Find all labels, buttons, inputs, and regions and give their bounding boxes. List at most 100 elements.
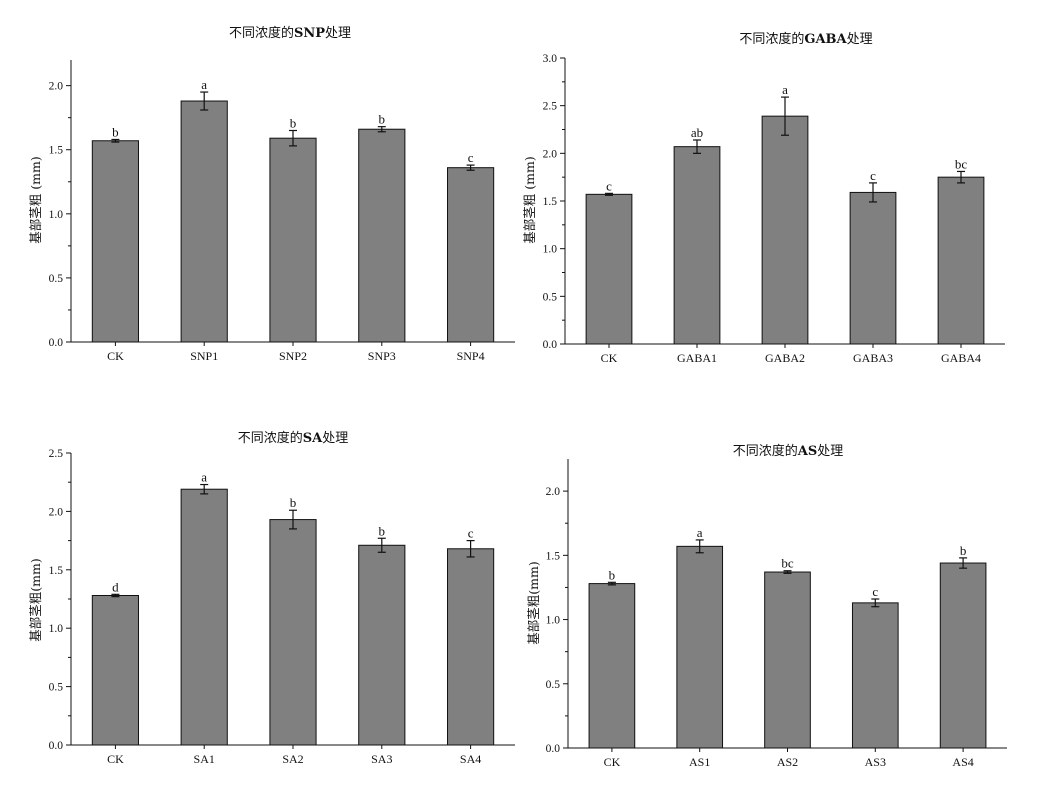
y-tick-label: 1.5	[49, 565, 64, 577]
significance-letter: b	[379, 112, 386, 127]
y-tick-label: 0.0	[49, 337, 64, 349]
x-tick-label: SNP3	[368, 349, 396, 363]
bar-GABA4	[937, 176, 985, 345]
significance-letter: c	[468, 150, 474, 165]
bar-AS2	[764, 571, 811, 749]
x-tick-label: SA1	[194, 752, 215, 766]
chart-title-part: 处理	[847, 32, 873, 47]
significance-letter: a	[201, 470, 207, 485]
chart-title: 不同浓度的SA处理	[238, 430, 349, 446]
y-axis-label: 基部茎粗(mm)	[28, 558, 43, 641]
x-tick-label: SA2	[282, 752, 303, 766]
bar-SA2	[269, 519, 317, 746]
chart-title-part: 不同浓度的	[739, 31, 804, 47]
significance-letter: bc	[955, 156, 968, 171]
y-tick-label: 2.0	[49, 81, 64, 93]
y-tick-label: 1.0	[546, 615, 561, 627]
y-tick-label: 0.5	[543, 291, 558, 303]
chart-title-part: 处理	[817, 444, 843, 459]
y-tick-label: 0.5	[49, 273, 64, 285]
significance-letter: b	[379, 523, 386, 538]
chart-title-part: 不同浓度的	[733, 443, 798, 459]
y-axis-label: 基部茎粗 (mm)	[522, 156, 537, 243]
x-tick-label: CK	[107, 349, 124, 363]
bar-CK	[91, 594, 139, 746]
significance-letter: b	[960, 543, 967, 558]
significance-letter: b	[290, 495, 297, 510]
y-tick-label: 0.5	[49, 682, 64, 694]
significance-letter: a	[201, 77, 207, 92]
x-tick-label: CK	[604, 755, 621, 769]
x-tick-label: SA4	[460, 752, 481, 766]
y-tick-label: 2.5	[543, 101, 558, 113]
bar-GABA3	[849, 191, 897, 345]
significance-letter: b	[290, 116, 297, 131]
bar-GABA1	[673, 146, 721, 345]
chart-title-part: GABA	[804, 32, 847, 47]
bar-GABA2	[761, 115, 809, 345]
bar-CK	[585, 193, 633, 345]
bar-SNP3	[358, 128, 406, 343]
chart-title: 不同浓度的AS处理	[733, 443, 844, 459]
significance-letter: c	[872, 584, 878, 599]
significance-letter: a	[697, 525, 703, 540]
bar-CK	[588, 583, 636, 749]
y-tick-label: 2.0	[546, 486, 561, 498]
chart-title-part: SNP	[294, 26, 325, 41]
x-tick-label: CK	[601, 351, 618, 365]
y-tick-label: 1.5	[546, 550, 561, 562]
y-tick-label: 0.5	[546, 679, 561, 691]
y-tick-label: 2.0	[49, 506, 64, 518]
significance-letter: ab	[691, 125, 703, 140]
significance-letter: bc	[781, 556, 794, 571]
bar-SA4	[447, 548, 495, 746]
bar-SNP4	[447, 167, 495, 343]
y-tick-label: 1.0	[49, 209, 64, 221]
chart-title-part: AS	[797, 444, 817, 459]
chart-title: 不同浓度的SNP处理	[229, 25, 351, 41]
y-tick-label: 2.5	[49, 448, 64, 460]
significance-letter: c	[468, 526, 474, 541]
y-tick-label: 0.0	[546, 743, 561, 755]
x-tick-label: GABA1	[677, 351, 717, 365]
x-tick-label: SA3	[371, 752, 392, 766]
significance-letter: b	[609, 567, 616, 582]
x-tick-label: AS4	[952, 755, 973, 769]
bar-AS4	[939, 562, 987, 749]
y-tick-label: 1.0	[543, 244, 558, 256]
y-axis-label: 基部茎粗(mm)	[526, 561, 541, 644]
chart-title: 不同浓度的GABA处理	[739, 31, 872, 47]
x-tick-label: GABA4	[941, 351, 981, 365]
y-tick-label: 1.0	[49, 623, 64, 635]
y-tick-label: 2.0	[543, 148, 558, 160]
y-tick-label: 0.0	[543, 339, 558, 351]
chart-title-part: 不同浓度的	[238, 430, 303, 446]
x-tick-label: SNP2	[279, 349, 307, 363]
x-tick-label: AS1	[689, 755, 710, 769]
significance-letter: c	[870, 168, 876, 183]
x-tick-label: SNP4	[457, 349, 485, 363]
x-tick-label: AS3	[865, 755, 886, 769]
chart-title-part: 处理	[322, 431, 348, 446]
significance-letter: c	[606, 178, 612, 193]
chart-title-part: 处理	[325, 26, 351, 41]
bar-SNP1	[180, 100, 228, 343]
y-tick-label: 1.5	[543, 196, 558, 208]
significance-letter: a	[782, 82, 788, 97]
bar-AS3	[851, 602, 899, 749]
significance-letter: b	[112, 124, 119, 139]
x-tick-label: SNP1	[190, 349, 218, 363]
x-tick-label: GABA2	[765, 351, 805, 365]
y-tick-label: 1.5	[49, 145, 64, 157]
x-tick-label: AS2	[777, 755, 798, 769]
bar-AS1	[676, 545, 724, 749]
bar-SA3	[358, 544, 406, 746]
x-tick-label: CK	[107, 752, 124, 766]
y-axis-label: 基部茎粗 (mm)	[28, 156, 43, 243]
chart-title-part: SA	[303, 431, 323, 446]
bar-CK	[91, 140, 139, 343]
